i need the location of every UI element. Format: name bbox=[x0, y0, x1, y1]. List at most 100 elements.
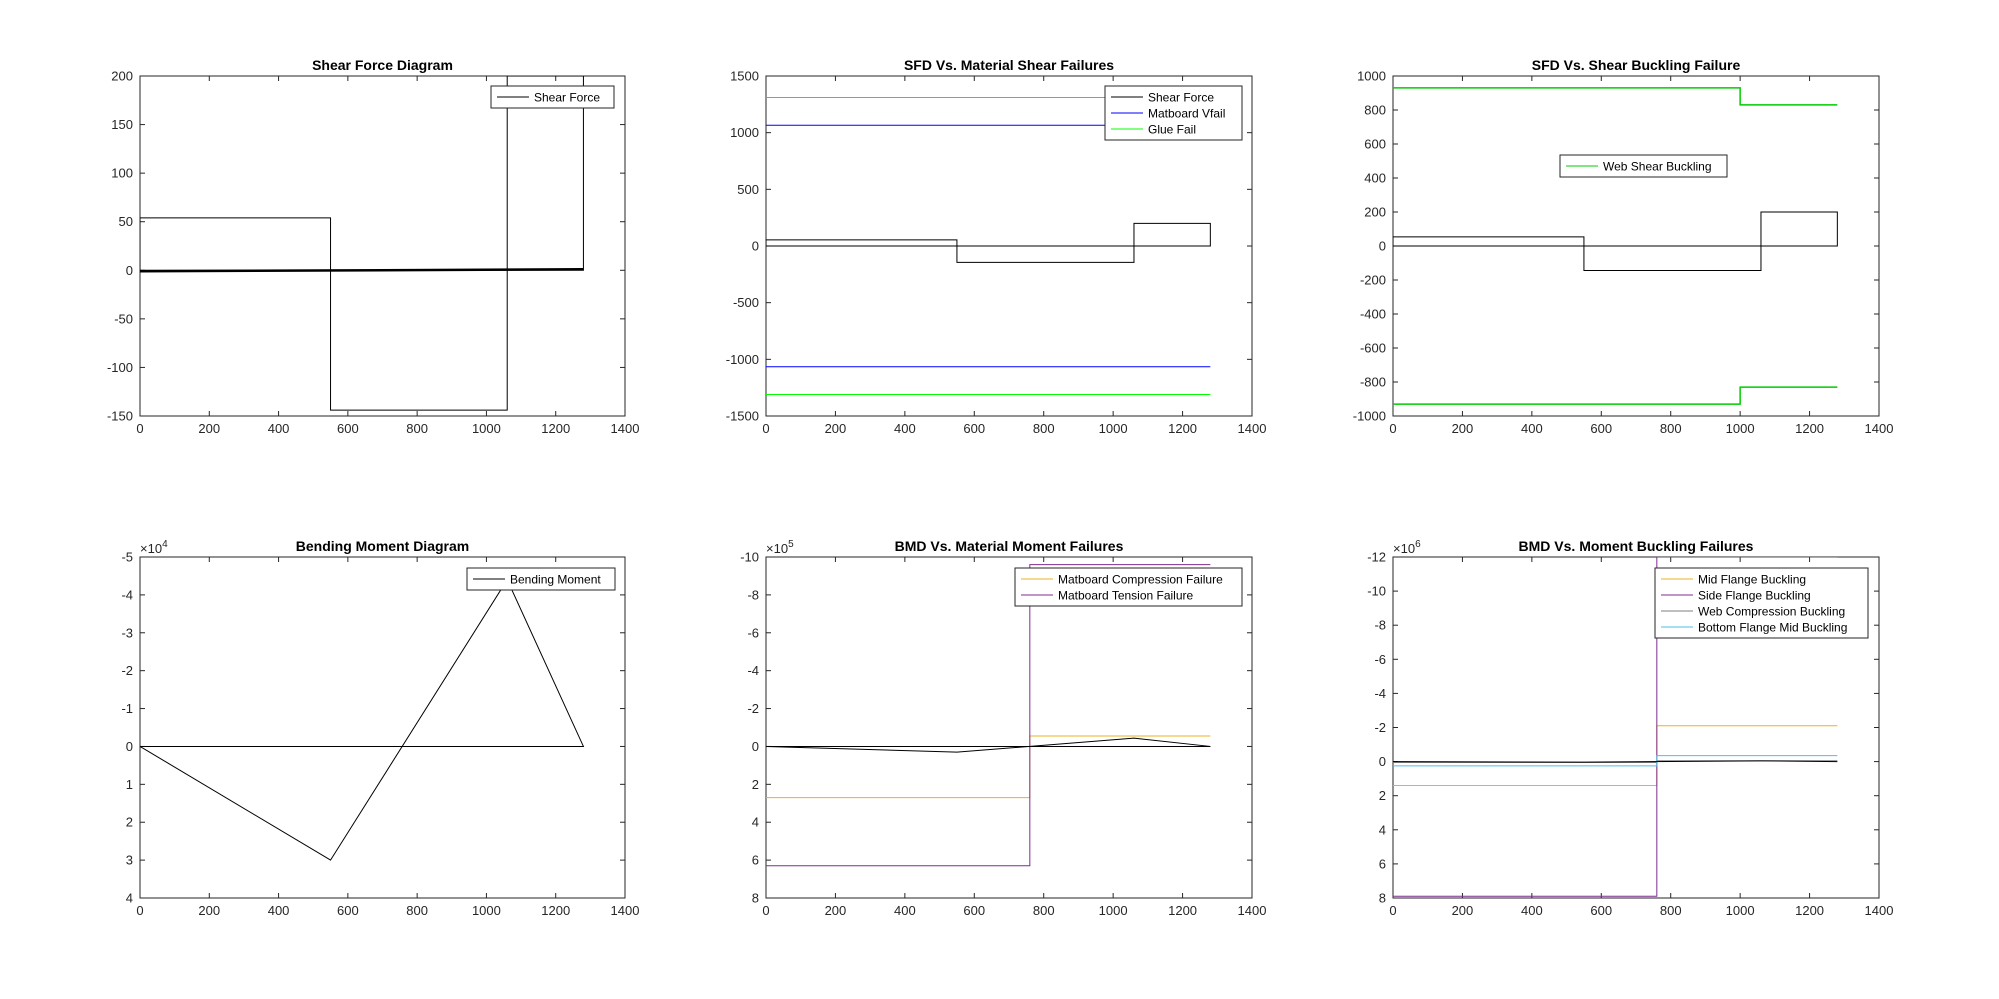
series-line-unnamed-4 bbox=[1393, 760, 1838, 763]
chart-title: SFD Vs. Material Shear Failures bbox=[904, 57, 1114, 73]
y-tick-label: 4 bbox=[1379, 822, 1386, 837]
y-tick-label: 4 bbox=[752, 815, 759, 830]
y-tick-label: 400 bbox=[1364, 171, 1386, 186]
x-tick-label: 200 bbox=[198, 903, 220, 918]
series-line-unnamed-0 bbox=[1393, 211, 1838, 271]
x-tick-label: 1400 bbox=[611, 903, 640, 918]
y-tick-label: -2 bbox=[121, 663, 133, 678]
x-tick-label: 1000 bbox=[1726, 421, 1755, 436]
subplot-4: 0 200 400 600 800 1000 1200 1400 -5 -4 -3 -2 -1 0 1 2 3 4… bbox=[121, 538, 639, 918]
x-tick-label: 400 bbox=[1521, 421, 1543, 436]
x-tick-label: 600 bbox=[337, 421, 359, 436]
y-tick-label: -10 bbox=[740, 550, 759, 565]
chart-title: Shear Force Diagram bbox=[312, 57, 453, 73]
legend: Web Shear Buckling bbox=[1559, 154, 1728, 178]
chart-title: BMD Vs. Moment Buckling Failures bbox=[1519, 538, 1754, 554]
y-tick-label: -500 bbox=[733, 295, 759, 310]
x-tick-label: 1000 bbox=[1099, 903, 1128, 918]
y-tick-label: -100 bbox=[107, 360, 133, 375]
x-tick-label: 1200 bbox=[1168, 903, 1197, 918]
y-tick-label: 150 bbox=[111, 117, 133, 132]
y-tick-label: -1 bbox=[121, 701, 133, 716]
chart-title: BMD Vs. Material Moment Failures bbox=[895, 538, 1124, 554]
y-tick-label: -1000 bbox=[726, 352, 759, 367]
y-tick-label: 0 bbox=[126, 263, 133, 278]
y-tick-label: 8 bbox=[1379, 891, 1386, 906]
y-tick-label: -5 bbox=[121, 550, 133, 565]
x-tick-label: 0 bbox=[762, 903, 769, 918]
legend-label: Bending Moment bbox=[510, 573, 601, 587]
x-tick-label: 1400 bbox=[1865, 903, 1894, 918]
x-tick-label: 800 bbox=[1660, 421, 1682, 436]
y-tick-label: -4 bbox=[1374, 686, 1386, 701]
series-line-bottom-flange-mid-buckling bbox=[1393, 755, 1838, 767]
series-line-unnamed-1 bbox=[140, 268, 584, 273]
x-tick-label: 600 bbox=[963, 903, 985, 918]
x-tick-label: 800 bbox=[1033, 421, 1055, 436]
y-exponent-label: ×104 bbox=[140, 539, 168, 556]
y-tick-label: -3 bbox=[121, 625, 133, 640]
legend-label: Web Compression Buckling bbox=[1698, 605, 1845, 619]
x-tick-label: 0 bbox=[136, 903, 143, 918]
legend-label: Matboard Compression Failure bbox=[1058, 573, 1223, 587]
y-tick-label: 4 bbox=[126, 891, 133, 906]
y-tick-label: 50 bbox=[119, 214, 133, 229]
x-tick-label: 800 bbox=[1033, 903, 1055, 918]
x-tick-label: 400 bbox=[894, 903, 916, 918]
x-tick-label: 1400 bbox=[1238, 421, 1267, 436]
x-tick-label: 400 bbox=[268, 903, 290, 918]
legend-label: Matboard Tension Failure bbox=[1058, 589, 1194, 603]
x-tick-label: 800 bbox=[406, 421, 428, 436]
legend: Mid Flange Buckling Side Flange Buckling W… bbox=[1654, 567, 1869, 639]
y-tick-label: 6 bbox=[1379, 856, 1386, 871]
legend: Bending Moment bbox=[466, 567, 616, 591]
x-tick-label: 400 bbox=[268, 421, 290, 436]
series-line-web-shear-buckling bbox=[1393, 87, 1838, 106]
x-tick-label: 600 bbox=[963, 421, 985, 436]
y-tick-label: 0 bbox=[1379, 239, 1386, 254]
chart-title: Bending Moment Diagram bbox=[296, 538, 469, 554]
legend-box bbox=[490, 85, 615, 109]
legend-box bbox=[1654, 567, 1869, 639]
x-tick-label: 0 bbox=[136, 421, 143, 436]
legend-label: Mid Flange Buckling bbox=[1698, 573, 1806, 587]
y-tick-label: 0 bbox=[752, 239, 759, 254]
y-tick-label: 0 bbox=[752, 739, 759, 754]
legend-label: Glue Fail bbox=[1148, 123, 1196, 137]
series-line-side-flange-buckling bbox=[1393, 557, 1838, 897]
x-tick-label: 1000 bbox=[472, 421, 501, 436]
x-tick-label: 1200 bbox=[541, 903, 570, 918]
y-tick-label: 1 bbox=[126, 777, 133, 792]
legend: Shear Force bbox=[490, 85, 615, 109]
y-tick-label: 0 bbox=[126, 739, 133, 754]
y-tick-label: 1500 bbox=[730, 69, 759, 84]
y-tick-label: 2 bbox=[752, 777, 759, 792]
legend-label: Shear Force bbox=[534, 91, 600, 105]
x-tick-label: 800 bbox=[1660, 903, 1682, 918]
series-line-matboard-tension-failure bbox=[766, 564, 1211, 867]
x-tick-label: 400 bbox=[1521, 903, 1543, 918]
legend-label: Bottom Flange Mid Buckling bbox=[1698, 621, 1847, 635]
x-tick-label: 1200 bbox=[541, 421, 570, 436]
x-tick-label: 1000 bbox=[472, 903, 501, 918]
x-tick-label: 0 bbox=[1389, 421, 1396, 436]
x-tick-label: 200 bbox=[825, 903, 847, 918]
chart-title: SFD Vs. Shear Buckling Failure bbox=[1532, 57, 1741, 73]
subplot-3: 0 200 400 600 800 1000 1200 1400 -1000 -800 -600 -4… bbox=[1353, 57, 1894, 436]
x-tick-label: 400 bbox=[894, 421, 916, 436]
y-tick-label: -8 bbox=[747, 587, 759, 602]
subplot-1: 0 200 400 600 800 1000 1200 1400 -150 -100 -50 0 50 1… bbox=[107, 57, 639, 436]
axes-frame bbox=[139, 556, 626, 899]
y-tick-label: -8 bbox=[1374, 618, 1386, 633]
y-tick-label: -600 bbox=[1360, 341, 1386, 356]
y-tick-label: -2 bbox=[1374, 720, 1386, 735]
subplot-6: 0 200 400 600 800 1000 1200 1400 -12 -10 -8 -6 -4 -2 0… bbox=[1367, 538, 1893, 918]
legend: Matboard Compression Failure Matboard Ten… bbox=[1014, 567, 1243, 607]
y-tick-label: 500 bbox=[737, 182, 759, 197]
series-line-unnamed-2 bbox=[1393, 386, 1838, 405]
subplot-5: 0 200 400 600 800 1000 1200 1400 -10 -8 -6 -4 -2 0 2 4 6… bbox=[740, 538, 1266, 918]
y-tick-label: 1000 bbox=[730, 125, 759, 140]
legend-box bbox=[1014, 567, 1243, 607]
y-exponent-label: ×105 bbox=[766, 539, 794, 556]
